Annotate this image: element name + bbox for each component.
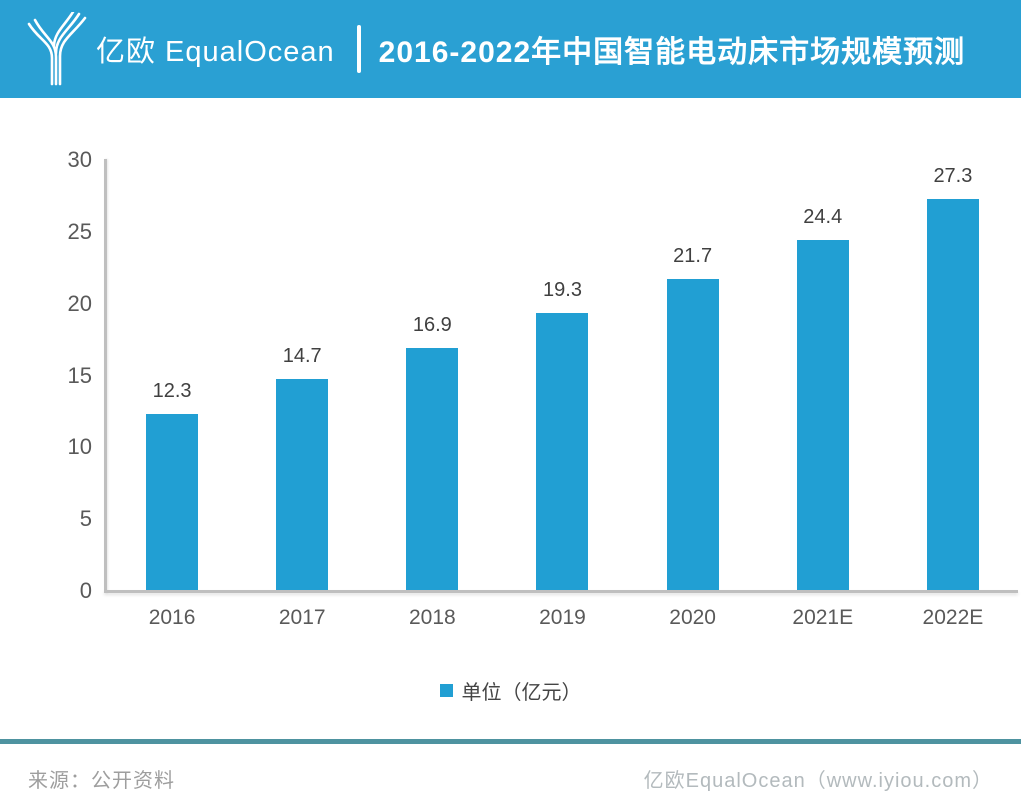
bar-column: 24.4 2021E <box>758 160 888 629</box>
brand: 亿欧 EqualOcean <box>24 12 335 86</box>
y-tick-label: 20 <box>67 290 92 316</box>
legend-label: 单位（亿元） <box>461 682 582 704</box>
y-tick-label: 30 <box>67 147 92 172</box>
bar-value-label: 19.3 <box>543 279 582 302</box>
x-tick-label: 2016 <box>148 606 196 629</box>
bar-value-label: 21.7 <box>673 244 713 267</box>
x-tick-label: 2020 <box>669 606 716 629</box>
equalocean-logo-icon <box>27 12 87 86</box>
footer-divider <box>0 739 1021 744</box>
legend-swatch <box>439 684 453 697</box>
bar <box>406 347 459 590</box>
y-tick-label: 25 <box>67 218 92 244</box>
x-tick-label: 2017 <box>278 606 326 629</box>
bar-column: 12.3 2016 <box>107 160 237 629</box>
y-tick-label: 10 <box>67 434 92 460</box>
bar <box>926 198 979 590</box>
x-axis-line <box>104 590 1018 593</box>
credit-text: 亿欧EqualOcean（www.iyiou.com） <box>643 770 993 792</box>
y-axis: 0 5 10 15 20 25 30 <box>0 147 92 603</box>
header-banner: 亿欧 EqualOcean 2016-2022年中国智能电动床市场规模预测 <box>0 0 1021 98</box>
bar-value-label: 24.4 <box>803 206 843 229</box>
header-divider <box>356 25 361 73</box>
source-text: 来源：公开资料 <box>28 770 175 792</box>
legend: 单位（亿元） <box>0 676 1021 705</box>
bar-column: 21.7 2020 <box>628 160 758 629</box>
bar <box>146 413 199 590</box>
brand-name: 亿欧 EqualOcean <box>96 36 335 68</box>
x-tick-label: 2022E <box>922 606 984 629</box>
bar-column: 27.3 2022E <box>888 160 1018 629</box>
footer: 来源：公开资料 亿欧EqualOcean（www.iyiou.com） <box>0 744 1021 793</box>
bar-column: 16.9 2018 <box>367 160 497 629</box>
x-tick-label: 2021E <box>792 606 854 629</box>
y-tick-label: 5 <box>79 506 92 532</box>
bar <box>276 379 329 590</box>
bar-column: 14.7 2017 <box>237 160 367 629</box>
bar-chart: 0 5 10 15 20 25 30 12.3 2016 14.7 2017 16.9 2018 19.… <box>0 98 1021 636</box>
bar <box>666 278 719 590</box>
bar <box>536 313 589 590</box>
x-tick-label: 2019 <box>539 606 586 629</box>
bar-column: 19.3 2019 <box>497 160 627 629</box>
plot-area: 12.3 2016 14.7 2017 16.9 2018 19.3 2019 21.7 2020… <box>107 160 1018 629</box>
bar-value-label: 27.3 <box>933 164 973 187</box>
bar-value-label: 14.7 <box>282 345 322 368</box>
y-tick-label: 15 <box>67 362 92 388</box>
bar <box>796 240 849 590</box>
y-axis-line <box>104 159 107 593</box>
page-title: 2016-2022年中国智能电动床市场规模预测 <box>378 36 966 69</box>
bar-value-label: 16.9 <box>412 313 452 336</box>
x-tick-label: 2018 <box>408 606 456 629</box>
y-tick-label: 0 <box>79 578 92 603</box>
bar-value-label: 12.3 <box>152 379 192 402</box>
